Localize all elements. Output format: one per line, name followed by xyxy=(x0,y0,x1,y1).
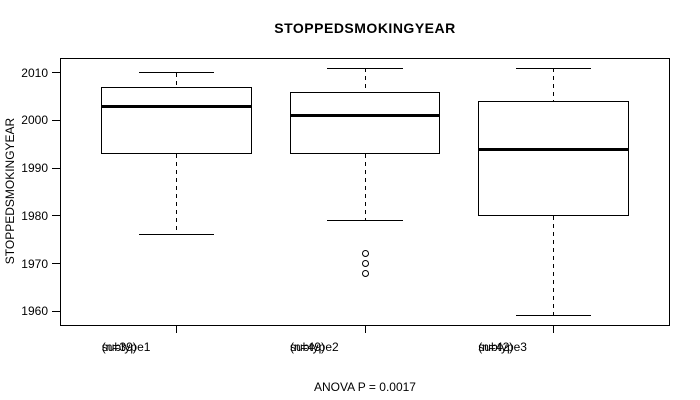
y-tick xyxy=(52,215,60,217)
y-tick-label: 2000 xyxy=(21,113,48,128)
y-tick xyxy=(52,310,60,312)
y-tick xyxy=(52,263,60,265)
group-count: (n=42) xyxy=(478,340,514,354)
y-tick-label: 2010 xyxy=(21,65,48,80)
y-tick xyxy=(52,72,60,74)
median-line xyxy=(477,147,629,151)
group-name: subtype2 xyxy=(290,340,339,354)
whisker-cap-high xyxy=(515,67,591,69)
chart-title: STOPPEDSMOKINGYEAR xyxy=(274,20,456,36)
y-tick-label: 1980 xyxy=(21,208,48,223)
lower-whisker xyxy=(364,153,366,221)
x-tick xyxy=(364,326,366,333)
lower-whisker xyxy=(552,215,554,316)
outlier-point xyxy=(361,250,369,258)
whisker-cap-high xyxy=(327,67,403,69)
upper-whisker xyxy=(176,72,178,88)
y-tick-label: 1960 xyxy=(21,304,48,319)
group-count: (n=49) xyxy=(290,340,326,354)
whisker-cap-high xyxy=(139,72,215,74)
group-name: subtype3 xyxy=(478,340,527,354)
x-tick xyxy=(176,326,178,333)
whisker-cap-low xyxy=(327,220,403,222)
lower-whisker xyxy=(176,153,178,235)
y-tick xyxy=(52,119,60,121)
upper-whisker xyxy=(552,68,554,102)
anova-annotation: ANOVA P = 0.0017 xyxy=(314,380,416,394)
group-name: subtype1 xyxy=(101,340,151,354)
outlier-point xyxy=(361,260,369,268)
outlier-point xyxy=(361,269,369,277)
y-tick xyxy=(52,167,60,169)
upper-whisker xyxy=(364,68,366,92)
whisker-cap-low xyxy=(139,234,215,236)
group-count: (n=39) xyxy=(101,340,137,354)
whisker-cap-low xyxy=(515,315,591,317)
y-tick-label: 1990 xyxy=(21,161,48,176)
x-tick xyxy=(552,326,554,333)
box xyxy=(477,101,629,216)
median-line xyxy=(289,114,441,118)
box xyxy=(101,87,253,154)
y-tick-label: 1970 xyxy=(21,256,48,271)
median-line xyxy=(101,104,253,108)
box xyxy=(289,91,441,154)
